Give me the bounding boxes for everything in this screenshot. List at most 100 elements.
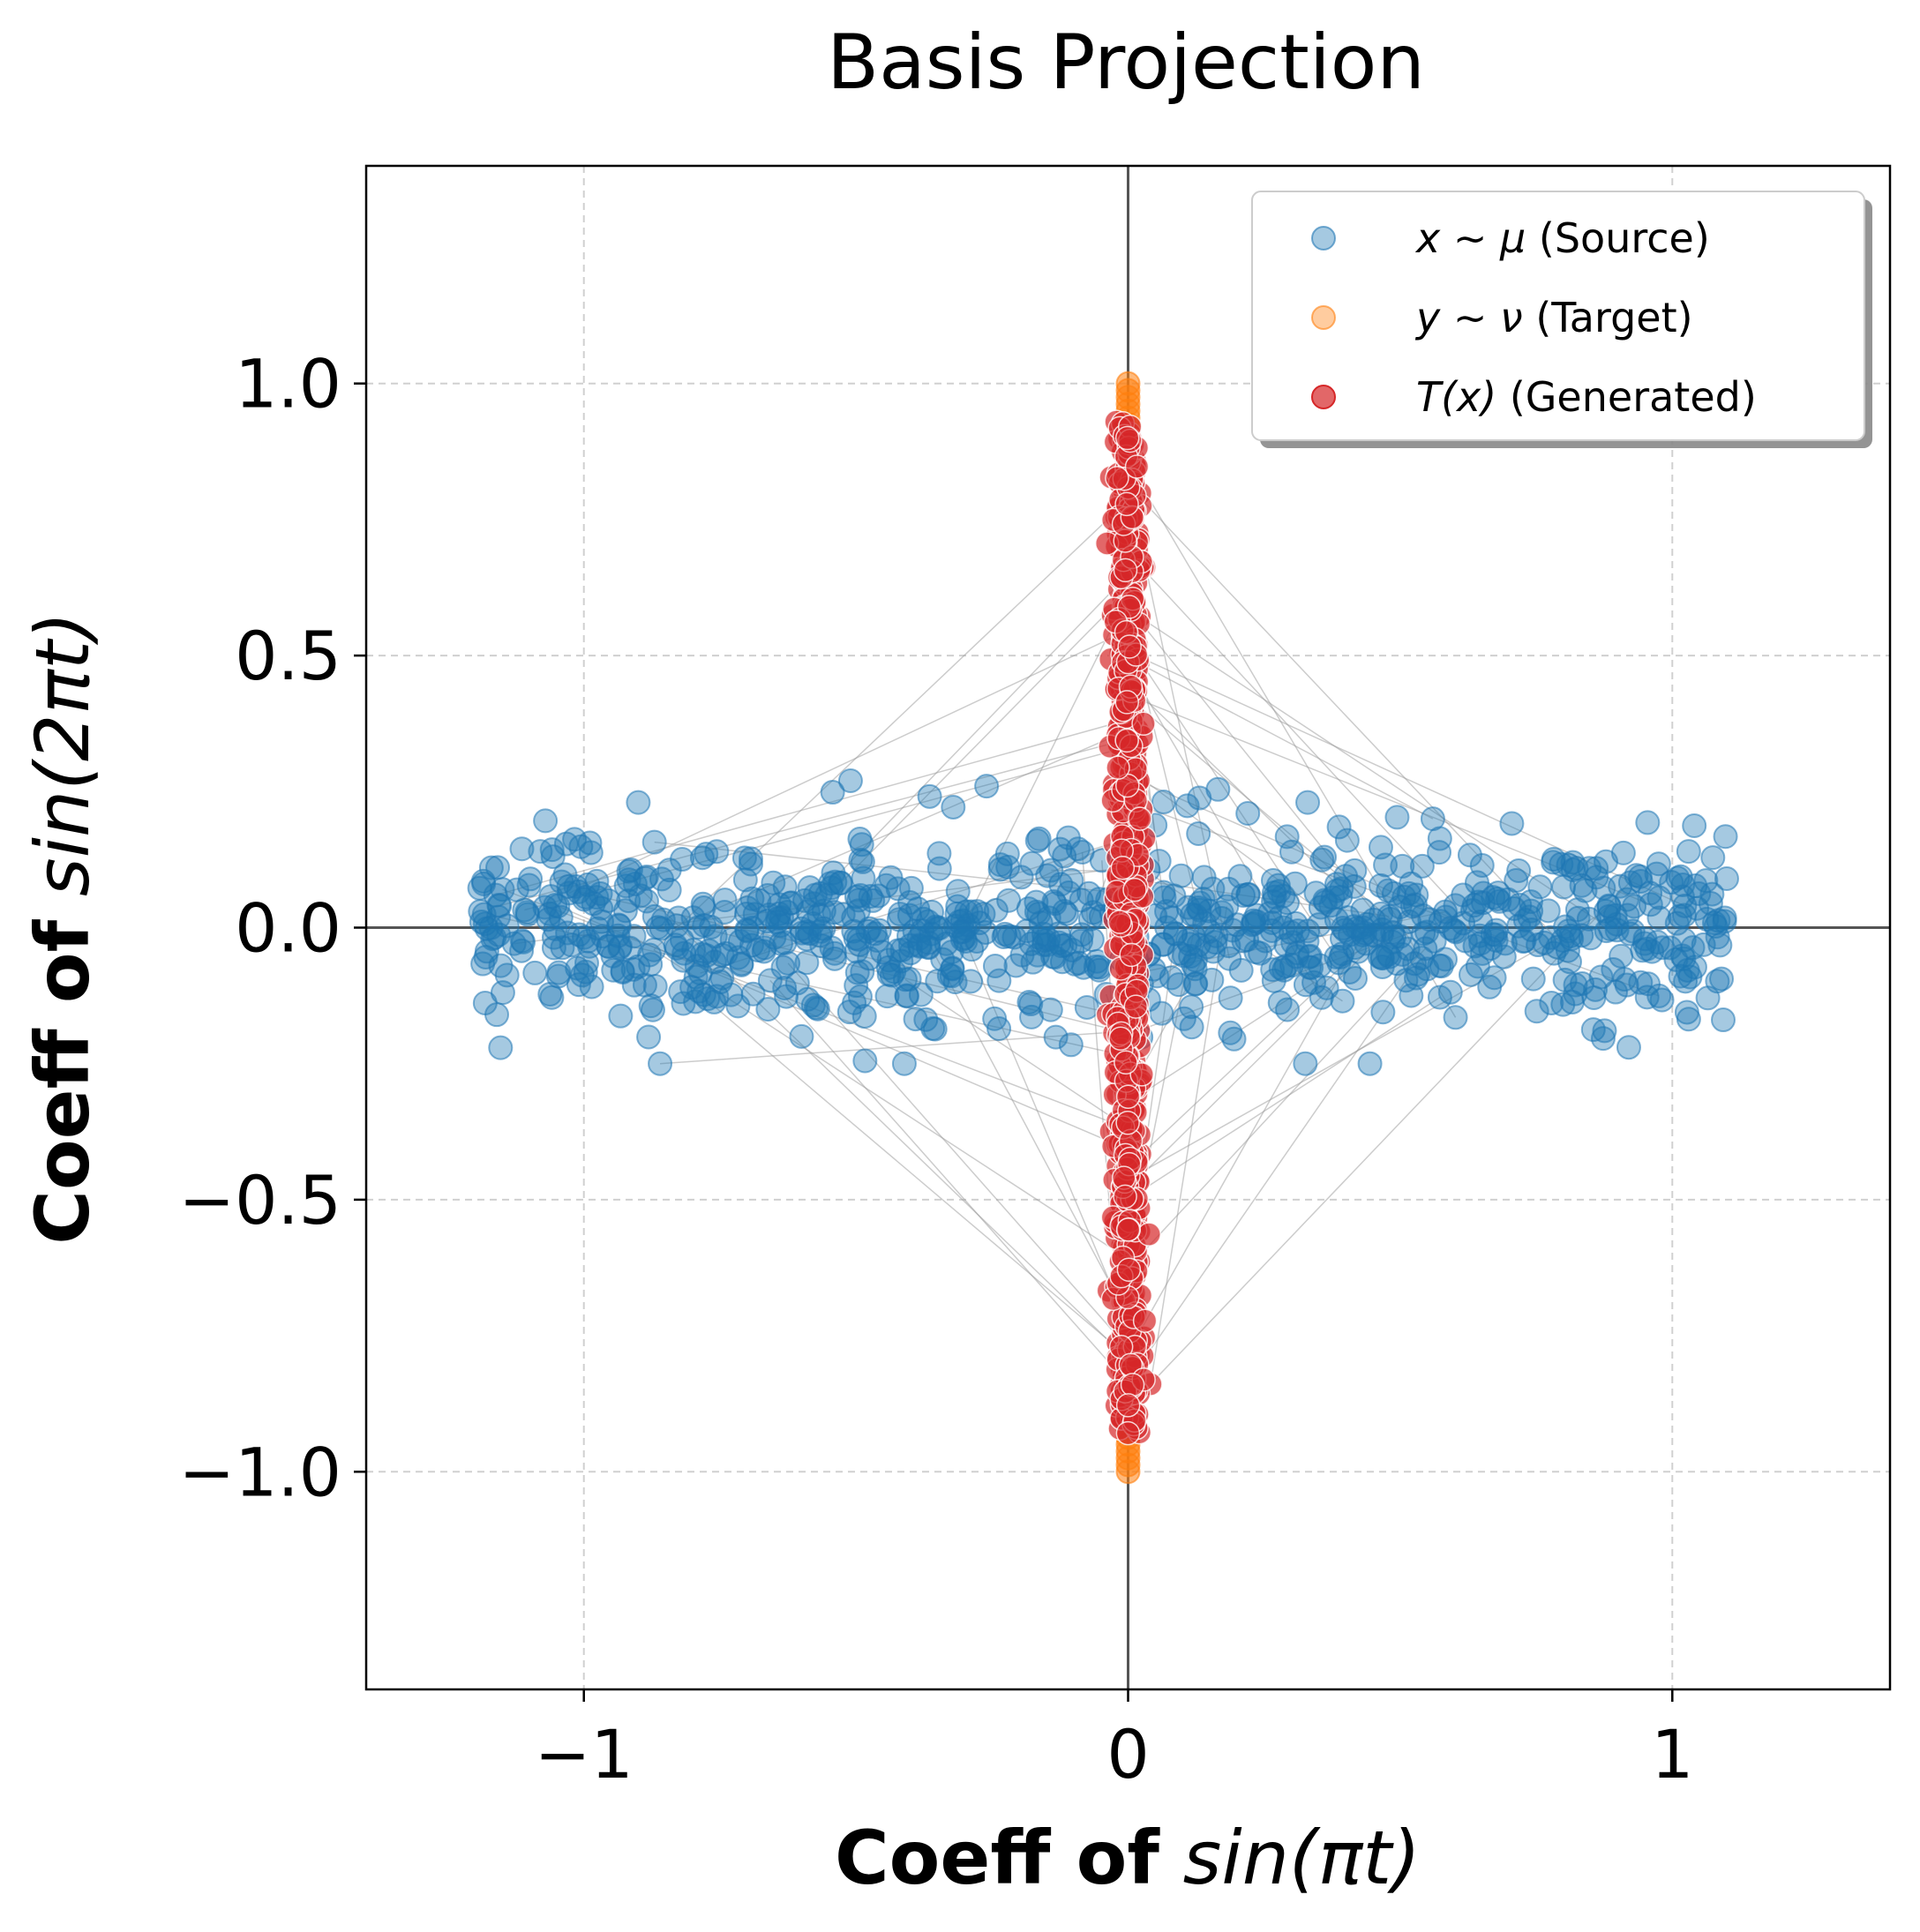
source-point (1196, 918, 1222, 944)
y-tick-label: −0.5 (178, 1161, 341, 1239)
source-point (857, 946, 882, 971)
generated-point (1123, 994, 1149, 1019)
source-point (907, 932, 933, 958)
source-point (471, 902, 497, 927)
source-point (1592, 1018, 1617, 1044)
y-axis-ticks: 1.0 0.5 0.0 −0.5 −1.0 (178, 345, 366, 1511)
source-point (616, 858, 641, 884)
transport-line (653, 498, 1130, 951)
transport-line (634, 883, 1129, 1360)
source-point (1443, 1005, 1468, 1030)
source-point (1714, 865, 1739, 891)
source-point (1464, 870, 1489, 895)
source-point (1181, 952, 1206, 977)
source-point (1539, 990, 1564, 1015)
source-point (1504, 868, 1529, 894)
source-point (1200, 876, 1226, 902)
y-tick-label: −1.0 (178, 1433, 341, 1511)
source-point (1309, 985, 1334, 1010)
generated-point (1115, 1110, 1140, 1135)
target-point (1115, 371, 1141, 396)
source-point (1014, 918, 1039, 944)
source-point (606, 913, 632, 939)
source-point (638, 952, 664, 977)
generated-point (1115, 1420, 1141, 1446)
generated-point (1114, 425, 1140, 451)
source-point (891, 1051, 917, 1076)
source-point (1620, 918, 1646, 944)
source-point (1384, 805, 1410, 830)
source-point (1293, 1051, 1318, 1076)
source-point (618, 857, 643, 883)
series-generated-points (1094, 409, 1163, 1446)
generated-point (1114, 491, 1139, 517)
source-point (509, 836, 535, 862)
source-point (681, 937, 707, 962)
generated-point (1122, 877, 1147, 902)
generated-point (1107, 910, 1132, 934)
source-point (1609, 943, 1634, 969)
source-point (1275, 997, 1301, 1022)
source-point (1179, 1015, 1204, 1040)
source-point (1578, 925, 1603, 951)
source-point (574, 950, 600, 976)
transport-line (964, 940, 1128, 1322)
source-point (755, 997, 781, 1022)
source-point (1285, 918, 1310, 944)
source-point (1205, 776, 1231, 802)
source-point (1437, 979, 1463, 1005)
source-point (898, 875, 924, 901)
source-point (1499, 811, 1525, 836)
source-point (754, 909, 780, 934)
transport-line (495, 721, 1121, 896)
source-point (843, 925, 868, 951)
source-point (636, 1024, 662, 1050)
generated-point (1115, 1084, 1141, 1109)
source-point (601, 957, 626, 983)
source-point (1590, 1026, 1616, 1052)
source-point (768, 913, 793, 939)
legend: x ∼ μ (Source) y ∼ ν (Target) T(x) (Gene… (1251, 191, 1872, 448)
source-point (626, 790, 651, 815)
source-point (1159, 905, 1185, 931)
source-point (474, 939, 499, 964)
source-point (1166, 972, 1191, 998)
source-point (648, 1051, 673, 1076)
source-point (995, 854, 1021, 880)
source-point (1457, 842, 1482, 868)
source-point (1596, 894, 1622, 919)
source-point (1468, 909, 1494, 934)
source-point (874, 984, 900, 1009)
source-point (488, 1035, 514, 1060)
source-point (1295, 790, 1321, 815)
legend-box (1251, 191, 1865, 441)
transport-line (763, 563, 1139, 952)
transport-lines (495, 441, 1685, 1389)
source-point (701, 989, 727, 1015)
y-tick-label: 0.5 (235, 617, 341, 695)
transport-line (558, 905, 1127, 1149)
source-point (941, 794, 966, 820)
source-point (805, 996, 830, 1022)
source-point (1519, 917, 1544, 942)
source-point (1481, 965, 1507, 991)
transport-line (1134, 654, 1685, 907)
source-point (820, 780, 845, 805)
source-point (709, 965, 735, 991)
source-point (1361, 907, 1386, 932)
source-point (1686, 880, 1712, 906)
source-point (847, 984, 873, 1009)
transport-line (499, 738, 1127, 907)
source-point (1601, 956, 1626, 982)
source-point (851, 1004, 877, 1030)
source-point (656, 877, 682, 902)
source-point (1231, 882, 1256, 908)
source-point (1676, 839, 1701, 865)
source-point (1616, 1035, 1641, 1060)
source-point (945, 879, 971, 904)
transport-line (691, 986, 1131, 1359)
source-point (556, 873, 581, 899)
source-point (1532, 930, 1557, 955)
source-point (1549, 927, 1575, 953)
